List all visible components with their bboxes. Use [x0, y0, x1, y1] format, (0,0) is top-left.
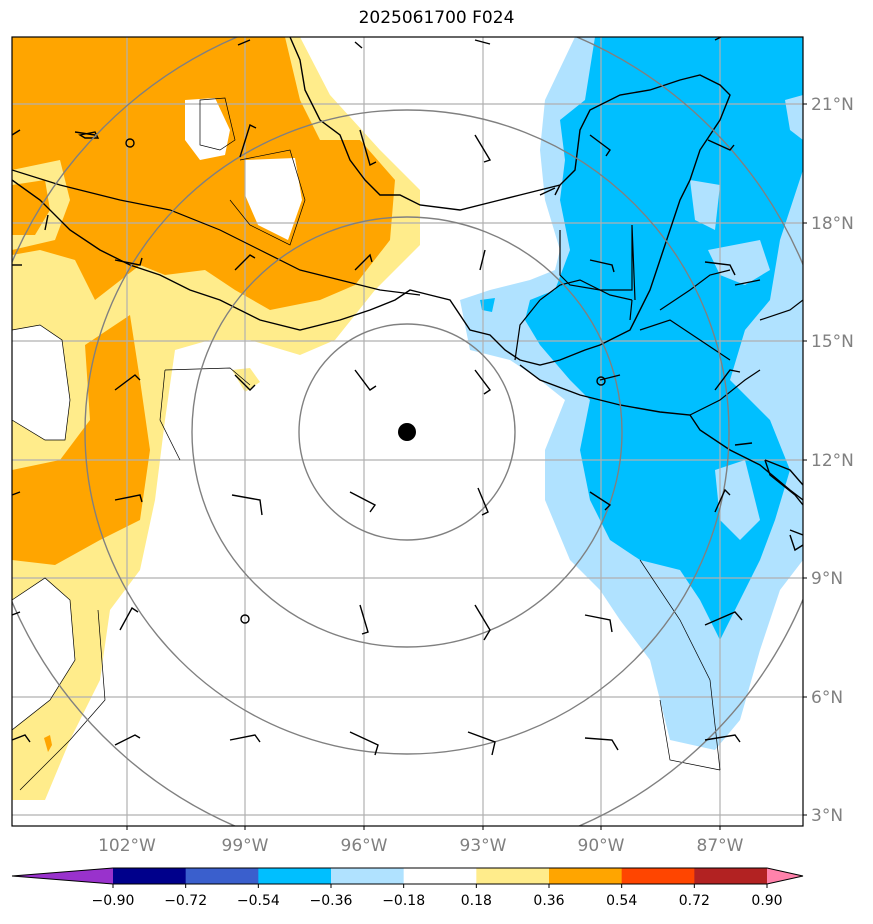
map-title: 2025061700 F024	[358, 8, 515, 28]
lon-label: 99°W	[222, 836, 269, 856]
country-borders	[12, 169, 803, 416]
colorbar-label: −0.72	[164, 893, 207, 909]
colorbar-segment	[113, 868, 187, 884]
colorbar-segment	[403, 868, 477, 884]
colorbar-extend-high	[767, 868, 803, 884]
map-area	[12, 37, 803, 826]
colorbar-label: 0.18	[461, 893, 492, 909]
lat-label: 9°N	[811, 569, 843, 589]
colorbar-segment	[694, 868, 768, 884]
colorbar-label: 0.90	[751, 893, 782, 909]
range-rings	[12, 37, 803, 826]
lon-label: 102°W	[98, 836, 156, 856]
lat-label: 18°N	[811, 214, 854, 234]
colorbar-segment	[621, 868, 695, 884]
colorbar-segment	[185, 868, 259, 884]
colorbar-segment	[476, 868, 550, 884]
lat-label: 6°N	[811, 688, 843, 708]
colorbar-segment	[549, 868, 623, 884]
map-frame	[11, 36, 804, 827]
wind-barbs	[12, 37, 743, 756]
lat-label: 3°N	[811, 806, 843, 826]
axis-ticks	[126, 103, 807, 830]
lon-label: 90°W	[578, 836, 625, 856]
colorbar-label: 0.36	[533, 893, 564, 909]
lon-label: 96°W	[341, 836, 388, 856]
lon-label: 93°W	[460, 836, 507, 856]
colorbar: −0.90 −0.72 −0.54 −0.36 −0.18 0.18 0.36 0.54 0.7…	[11, 867, 804, 909]
contour-lines	[12, 97, 721, 791]
lat-label: 12°N	[811, 451, 854, 471]
colorbar-label: 0.54	[606, 893, 637, 909]
colorbar-label: −0.54	[237, 893, 280, 909]
storm-center-marker	[398, 423, 416, 441]
negative-anomaly-shading	[460, 37, 803, 750]
colorbar-segment	[331, 868, 405, 884]
lat-label: 21°N	[811, 95, 854, 115]
small-anomaly-spot	[44, 735, 52, 752]
colorbar-segment	[258, 868, 332, 884]
colorbar-label: 0.72	[679, 893, 710, 909]
positive-anomaly-shading	[12, 37, 420, 800]
latitude-labels: 21°N 18°N 15°N 12°N 9°N 6°N 3°N	[811, 95, 854, 826]
colorbar-extend-low	[12, 868, 113, 884]
colorbar-label: −0.36	[310, 893, 353, 909]
colorbar-label: −0.90	[92, 893, 135, 909]
colorbar-label: −0.18	[382, 893, 425, 909]
longitude-labels: 102°W 99°W 96°W 93°W 90°W 87°W	[98, 836, 744, 856]
lat-label: 15°N	[811, 332, 854, 352]
lon-label: 87°W	[697, 836, 744, 856]
lat-lon-gridlines	[12, 37, 803, 826]
